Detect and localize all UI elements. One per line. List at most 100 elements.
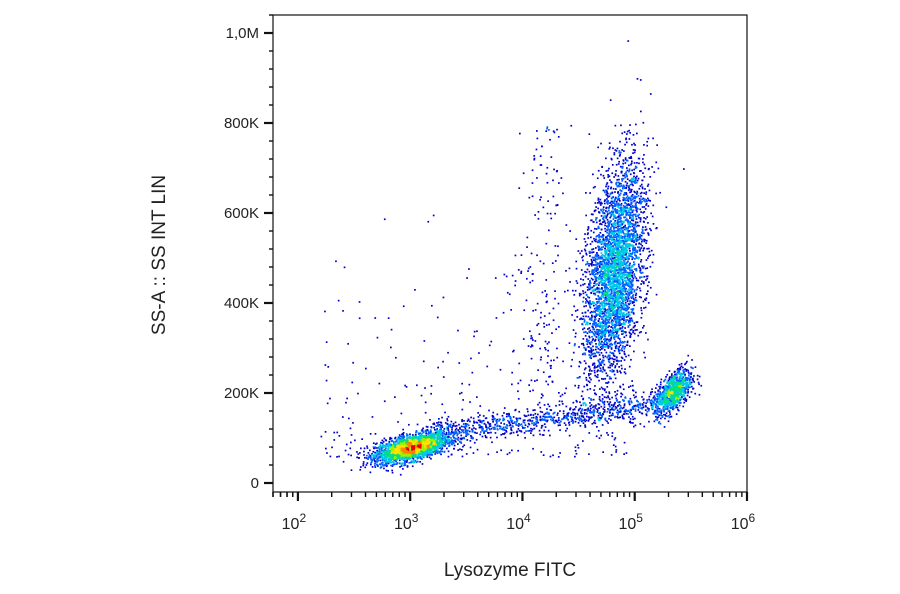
event-dot bbox=[448, 445, 450, 447]
event-dot bbox=[433, 443, 436, 446]
event-dot bbox=[402, 457, 405, 460]
event-dot bbox=[387, 445, 390, 448]
event-dot bbox=[602, 345, 604, 348]
event-dot bbox=[614, 287, 616, 290]
event-dot bbox=[349, 447, 352, 450]
event-dot bbox=[597, 322, 600, 325]
event-dot bbox=[379, 456, 382, 459]
event-dot bbox=[608, 266, 610, 269]
event-dot bbox=[400, 435, 403, 438]
event-dot bbox=[600, 257, 602, 260]
event-dot bbox=[613, 331, 615, 334]
event-dot bbox=[594, 293, 597, 296]
event-dot bbox=[596, 269, 598, 271]
event-dot bbox=[595, 279, 598, 282]
event-dot bbox=[635, 288, 638, 291]
event-dot bbox=[384, 446, 387, 448]
event-dot bbox=[601, 394, 604, 396]
event-dot bbox=[587, 341, 589, 343]
event-dot bbox=[629, 124, 631, 126]
event-dot bbox=[399, 439, 402, 442]
event-dot bbox=[618, 290, 621, 292]
event-dot bbox=[459, 438, 462, 440]
event-dot bbox=[398, 456, 400, 459]
event-dot bbox=[418, 444, 420, 447]
event-dot bbox=[594, 316, 596, 319]
event-dot bbox=[414, 456, 417, 458]
event-dot bbox=[440, 427, 442, 430]
event-dot bbox=[624, 202, 626, 204]
event-dot bbox=[613, 267, 615, 269]
event-dot bbox=[618, 244, 621, 247]
event-dot bbox=[588, 252, 591, 254]
event-dot bbox=[449, 442, 451, 444]
event-dot bbox=[631, 223, 634, 225]
event-dot bbox=[363, 450, 365, 453]
event-dot bbox=[388, 451, 391, 454]
event-dot bbox=[635, 205, 637, 207]
event-dot bbox=[628, 164, 630, 167]
event-dot bbox=[362, 463, 365, 465]
event-dot bbox=[381, 454, 384, 457]
event-dot bbox=[644, 188, 646, 190]
event-dot bbox=[632, 215, 634, 217]
event-dot bbox=[633, 325, 636, 328]
event-dot bbox=[373, 463, 376, 465]
event-dot bbox=[623, 226, 625, 228]
event-dot bbox=[597, 269, 599, 272]
event-dot bbox=[605, 297, 608, 300]
event-dot bbox=[649, 286, 652, 289]
event-dot bbox=[384, 462, 387, 465]
event-dot bbox=[619, 327, 621, 330]
event-dot bbox=[606, 267, 609, 270]
event-dot bbox=[608, 240, 610, 243]
event-dot bbox=[631, 301, 634, 303]
event-dot bbox=[584, 420, 587, 423]
event-dot bbox=[457, 436, 460, 439]
event-dot bbox=[604, 340, 606, 343]
event-dot bbox=[641, 206, 644, 208]
event-dot bbox=[643, 154, 645, 156]
event-dot bbox=[575, 260, 578, 263]
event-dot bbox=[616, 281, 619, 283]
event-dot bbox=[618, 317, 620, 319]
event-dot bbox=[403, 443, 405, 446]
event-dot bbox=[634, 296, 637, 299]
event-dot bbox=[387, 451, 389, 454]
event-dot bbox=[432, 451, 435, 453]
event-dot bbox=[374, 465, 376, 467]
event-dot bbox=[389, 445, 392, 447]
event-dot bbox=[628, 283, 630, 285]
event-dot bbox=[622, 388, 625, 391]
event-dot bbox=[593, 334, 596, 337]
event-dot bbox=[589, 263, 592, 265]
event-dot bbox=[426, 437, 429, 439]
event-dot bbox=[370, 463, 372, 466]
event-dot bbox=[388, 449, 390, 452]
event-dot bbox=[593, 389, 595, 391]
event-dot bbox=[632, 237, 634, 239]
event-dot bbox=[422, 453, 425, 456]
event-dot bbox=[359, 468, 362, 471]
event-dot bbox=[443, 439, 445, 441]
event-dot bbox=[406, 459, 408, 462]
event-dot bbox=[613, 259, 615, 262]
event-dot bbox=[644, 200, 646, 203]
event-dot bbox=[616, 332, 618, 335]
event-dot bbox=[617, 239, 620, 242]
event-dot bbox=[621, 272, 623, 274]
event-dot bbox=[618, 271, 621, 274]
event-dot bbox=[624, 209, 627, 212]
event-dot bbox=[419, 447, 422, 449]
event-dot bbox=[605, 264, 607, 267]
event-dot bbox=[579, 318, 581, 321]
event-dot bbox=[575, 399, 578, 402]
event-dot bbox=[615, 209, 617, 212]
event-dot bbox=[582, 255, 585, 258]
event-dot bbox=[445, 431, 448, 434]
event-dot bbox=[636, 201, 638, 204]
event-dot bbox=[588, 303, 591, 306]
event-dot bbox=[424, 440, 427, 443]
event-dot bbox=[618, 249, 621, 251]
event-dot bbox=[643, 351, 645, 354]
